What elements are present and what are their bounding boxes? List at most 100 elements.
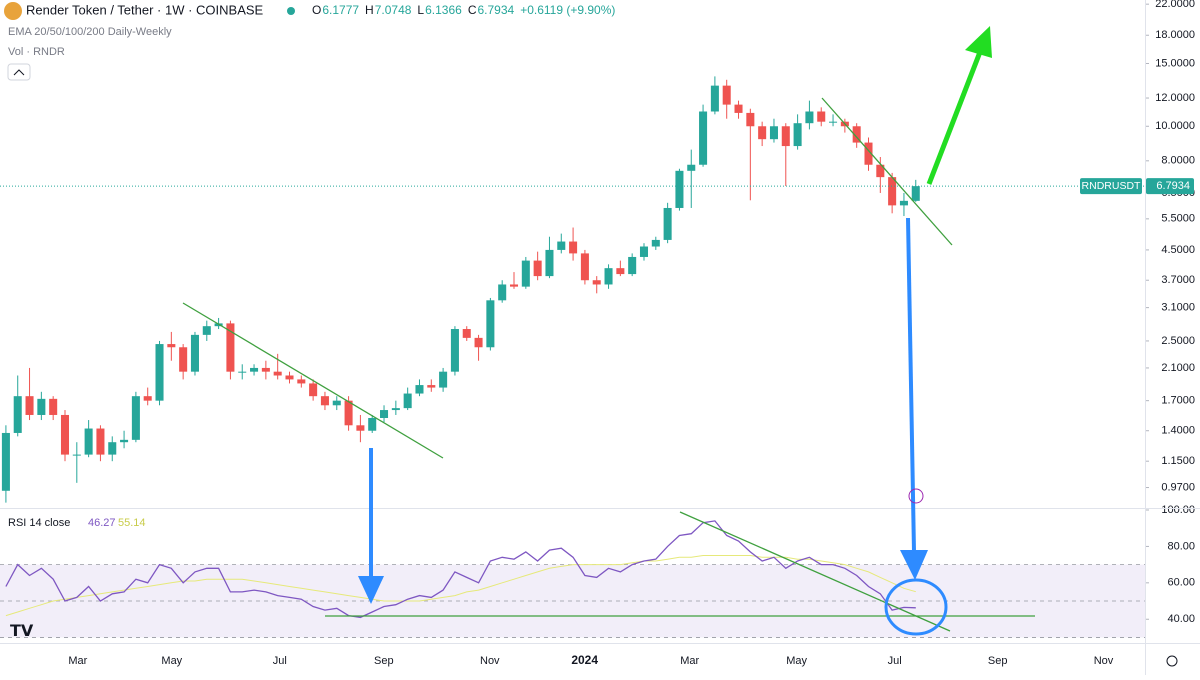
logo: 𝗧𝗩: [10, 623, 34, 640]
rsi-line: [5, 520, 916, 619]
candle-body: [462, 329, 471, 338]
candle-body: [769, 126, 778, 140]
ohlc-value: 7.0748: [375, 3, 412, 17]
candle-body: [899, 200, 908, 206]
candle-body: [190, 334, 199, 372]
event-icon: [908, 488, 924, 504]
candle-body: [486, 300, 495, 348]
candle-body: [368, 417, 377, 431]
y-tick-label: 2.5000: [1161, 335, 1195, 347]
candle-body: [167, 344, 176, 348]
candle-body: [273, 371, 282, 376]
candle-body: [238, 371, 247, 373]
candle-body: [380, 410, 389, 418]
symbol-tag-label: RNDRUSDT: [1082, 180, 1142, 192]
candle-body: [13, 396, 22, 433]
y-tick-label: 1.7000: [1161, 395, 1195, 407]
candle-body: [391, 408, 400, 411]
y-tick-label: 10.0000: [1155, 120, 1195, 132]
candle-body: [297, 379, 306, 384]
y-tick-label: 12.0000: [1155, 92, 1195, 104]
candle-body: [911, 186, 920, 201]
x-tick-label: Mar: [68, 655, 87, 667]
candle-body: [829, 121, 838, 123]
y-tick-label: 1.4000: [1161, 425, 1195, 437]
candle-body: [864, 142, 873, 165]
x-tick-label: Sep: [988, 655, 1008, 667]
symbol-tag: [1080, 178, 1142, 195]
rsi-line: [5, 555, 916, 617]
candle-body: [25, 396, 34, 415]
x-tick-label: Sep: [374, 655, 394, 667]
candle-body: [250, 367, 259, 372]
candle-body: [60, 414, 70, 455]
candle-body: [498, 284, 507, 301]
candle-body: [793, 123, 802, 147]
y-tick-label: 8.0000: [1161, 155, 1195, 167]
settings-icon[interactable]: [1166, 655, 1178, 667]
ohlc-key: O: [312, 3, 321, 17]
candle-body: [309, 383, 318, 397]
candle-body: [781, 126, 790, 147]
candle-body: [415, 385, 424, 394]
ohlc-key: L: [417, 3, 424, 17]
candle-body: [427, 385, 436, 388]
y-tick-label: 4.5000: [1161, 244, 1195, 256]
market-status: [287, 7, 295, 15]
candle-body: [805, 111, 814, 124]
candle-body: [285, 375, 294, 380]
y-tick-label: 15.0000: [1155, 57, 1195, 69]
candle-body: [155, 344, 164, 401]
y-tick-label: 1.1500: [1161, 455, 1195, 467]
ohlc-key: H: [365, 3, 374, 17]
candle-body: [344, 400, 353, 426]
candle-body: [569, 241, 578, 254]
ohlc-value: 6.1366: [425, 3, 462, 17]
indicator-label: Vol · RNDR: [8, 46, 65, 58]
y-tick-label: 22.0000: [1155, 0, 1195, 10]
candle-body: [710, 85, 719, 112]
ohlc-legend: O 6.1777 H 7.0748 L 6.1366 C 6.7934 +0.6119 (+9.…: [312, 3, 615, 17]
ohlc-value: 6.7934: [477, 3, 514, 17]
candle-body: [143, 396, 152, 401]
candle-body: [557, 241, 566, 250]
candle-body: [580, 253, 589, 281]
candle-body: [450, 329, 459, 372]
price-tag-label: 6.7934: [1156, 180, 1190, 192]
symbol-title: Render Token / Tether · 1W · COINBASE: [26, 2, 264, 17]
collapse-button[interactable]: [7, 63, 31, 81]
candle-body: [332, 400, 341, 406]
candle-body: [521, 260, 530, 287]
x-tick-label: 2024: [571, 653, 598, 667]
candle-body: [131, 396, 140, 440]
y-tick-label: 3.7000: [1161, 274, 1195, 286]
candle-body: [758, 126, 767, 140]
y-tick-label: 0.9700: [1161, 481, 1195, 493]
y-tick-label: 80.00: [1167, 540, 1195, 552]
candle-body: [108, 442, 117, 455]
y-tick-label: 40.00: [1167, 613, 1195, 625]
x-tick-label: Jul: [273, 655, 287, 667]
candle-body: [261, 367, 270, 372]
symbol-icon: [4, 2, 22, 20]
x-tick-label: May: [786, 655, 807, 667]
candle-body: [852, 126, 861, 143]
trend-line: [182, 302, 444, 459]
rsi-signal-value: 55.14: [118, 517, 146, 529]
y-tick-label: 100.00: [1161, 504, 1195, 516]
candle-body: [663, 207, 672, 240]
candle-body: [474, 337, 483, 348]
candle-body: [699, 111, 708, 165]
ohlc-key: C: [468, 3, 477, 17]
up-arrow: [926, 51, 983, 185]
candle-body: [37, 398, 46, 415]
rsi-value: 46.27: [88, 517, 116, 529]
drawings: [182, 26, 1035, 636]
down-arrow-head: [358, 576, 384, 604]
x-tick-label: May: [161, 655, 182, 667]
x-tick-label: Nov: [480, 655, 500, 667]
candle-body: [533, 260, 542, 277]
up-arrow-head: [965, 26, 992, 58]
collapse-icon: [13, 69, 25, 76]
